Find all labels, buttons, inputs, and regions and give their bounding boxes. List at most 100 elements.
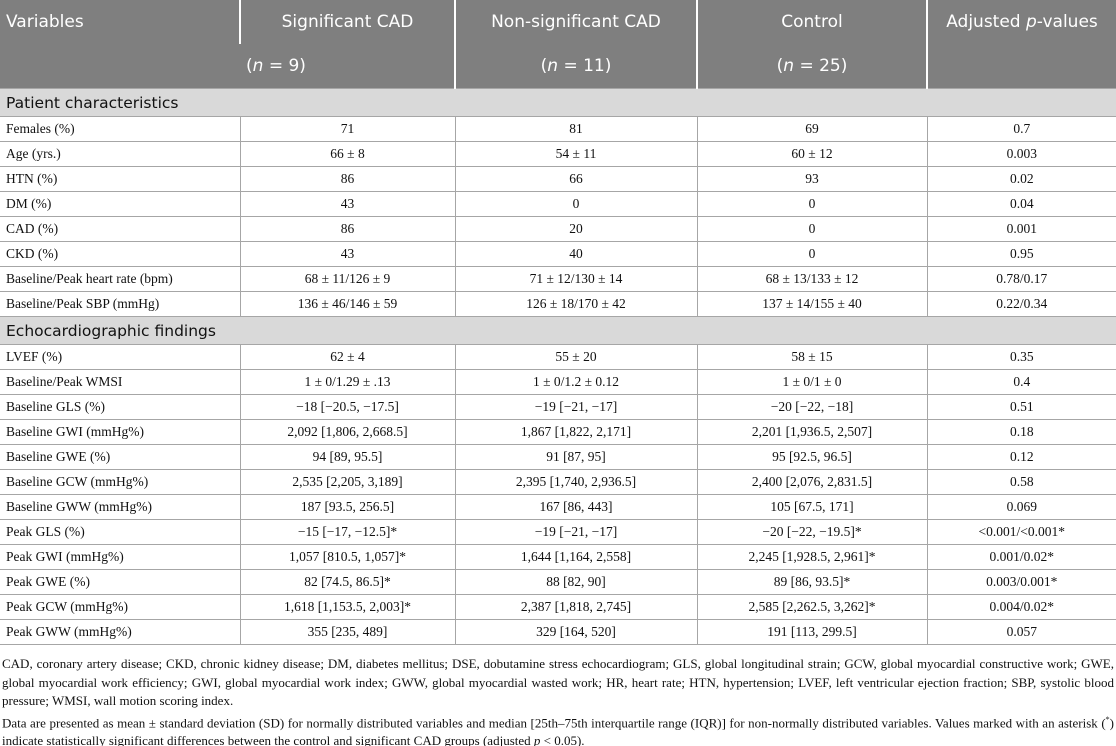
data-row: Peak GWW (mmHg%) 355 [235, 489] 329 [164, … [0,619,1116,645]
text-part: ( [246,56,253,76]
cell: HTN (%) [0,166,241,192]
cell: DM (%) [0,191,241,217]
cell: Age (yrs.) [0,141,241,167]
text-part: Significant CAD [281,12,414,32]
cell: 68 ± 11/126 ± 9 [239,266,456,292]
text-part: < 0.05). [540,733,585,746]
cell: Baseline/Peak SBP (mmHg) [0,291,241,317]
data-row: Baseline GCW (mmHg%) 2,535 [2,205, 3,189]… [0,469,1116,495]
header-cell: Control [696,0,927,44]
cell: 2,245 [1,928.5, 2,961]* [696,544,928,570]
section-title: Echocardiographic findings [0,316,1116,345]
cell: 1 ± 0/1 ± 0 [696,369,928,395]
cell: 0 [696,191,928,217]
text-part: Control [781,12,843,32]
cell: 191 [113, 299.5] [696,619,928,645]
cell: 105 [67.5, 171] [696,494,928,520]
cell: 89 [86, 93.5]* [696,569,928,595]
cell: 137 ± 14/155 ± 40 [696,291,928,317]
cell: 0.18 [926,419,1116,445]
data-row: DM (%) 43 0 0 0.04 [0,191,1116,217]
cell: Females (%) [0,116,241,142]
data-row: Peak GWI (mmHg%) 1,057 [810.5, 1,057]* 1,6… [0,544,1116,570]
cell: 1,618 [1,153.5, 2,003]* [239,594,456,620]
cell: 0.04 [926,191,1116,217]
cell: 20 [454,216,698,242]
cell: Baseline GWW (mmHg%) [0,494,241,520]
cell: 71 ± 12/130 ± 14 [454,266,698,292]
cell: 0.02 [926,166,1116,192]
cell: 82 [74.5, 86.5]* [239,569,456,595]
cell: −19 [−21, −17] [454,519,698,545]
data-row: Peak GWE (%) 82 [74.5, 86.5]* 88 [82, 90] 8… [0,569,1116,595]
cell: 66 ± 8 [239,141,456,167]
cell: <0.001/<0.001* [926,519,1116,545]
cell: 0.001 [926,216,1116,242]
cell: 62 ± 4 [239,344,456,370]
styled-text: n [783,56,795,76]
cell: Baseline/Peak heart rate (bpm) [0,266,241,292]
cell: 55 ± 20 [454,344,698,370]
text-part: Non-significant CAD [491,12,661,32]
cell: 0.069 [926,494,1116,520]
cell: 0.51 [926,394,1116,420]
cell: Baseline GWI (mmHg%) [0,419,241,445]
cell: 93 [696,166,928,192]
footnotes: CAD, coronary artery disease; CKD, chron… [2,655,1114,746]
cell: 68 ± 13/133 ± 12 [696,266,928,292]
header-cell: Variables [0,0,240,89]
cell: 355 [235, 489] [239,619,456,645]
cell: 71 [239,116,456,142]
cell: 1,057 [810.5, 1,057]* [239,544,456,570]
data-table: Variables Significant CAD Non-significant … [0,0,1116,645]
cell: 2,535 [2,205, 3,189] [239,469,456,495]
text-part: ( [776,56,784,76]
cell: 329 [164, 520] [454,619,698,645]
text-part: ) indicate statistically significant dif… [2,714,1114,746]
cell: 81 [454,116,698,142]
header-row: Variables Significant CAD Non-significant … [0,0,1116,89]
cell: Peak GWE (%) [0,569,241,595]
text-part: Data are presented as mean ± standard de… [2,714,1106,730]
cell: 0.4 [926,369,1116,395]
cell: −20 [−22, −18] [696,394,928,420]
subheader-cell: (n = 11) [454,44,697,89]
data-row: Baseline/Peak heart rate (bpm) 68 ± 11/12… [0,266,1116,292]
cell: 136 ± 46/146 ± 59 [239,291,456,317]
data-row: Baseline GWW (mmHg%) 187 [93.5, 256.5] 167… [0,494,1116,520]
styled-text: p [1026,12,1037,32]
data-row: HTN (%) 86 66 93 0.02 [0,166,1116,192]
cell: 0 [696,241,928,267]
cell: CAD (%) [0,216,241,242]
cell: 0.004/0.02* [926,594,1116,620]
section-row: Echocardiographic findings [0,316,1116,345]
cell: 1,867 [1,822, 2,171] [454,419,698,445]
data-row: Baseline GWI (mmHg%) 2,092 [1,806, 2,668.… [0,419,1116,445]
cell: −19 [−21, −17] [454,394,698,420]
cell: 0.057 [926,619,1116,645]
data-row: Baseline/Peak WMSI 1 ± 0/1.29 ± .13 1 ± 0/… [0,369,1116,395]
data-row: Females (%) 71 81 69 0.7 [0,116,1116,142]
cell: 126 ± 18/170 ± 42 [454,291,698,317]
data-row: LVEF (%) 62 ± 4 55 ± 20 58 ± 15 0.35 [0,344,1116,370]
cell: 0.003 [926,141,1116,167]
cell: 0.95 [926,241,1116,267]
styled-text: n [547,56,559,76]
cell: 43 [239,191,456,217]
cell: 2,201 [1,936.5, 2,507] [696,419,928,445]
text-part: = 25) [794,56,848,76]
cell: Peak GLS (%) [0,519,241,545]
cell: 2,585 [2,262.5, 3,262]* [696,594,928,620]
cell: 54 ± 11 [454,141,698,167]
cell: Peak GCW (mmHg%) [0,594,241,620]
cell: 0.12 [926,444,1116,470]
cell: 187 [93.5, 256.5] [239,494,456,520]
data-row: Baseline/Peak SBP (mmHg) 136 ± 46/146 ± 5… [0,291,1116,317]
cell: −15 [−17, −12.5]* [239,519,456,545]
text-part: = 11) [558,56,612,76]
cell: −20 [−22, −19.5]* [696,519,928,545]
cell: 86 [239,216,456,242]
cell: 1 ± 0/1.2 ± 0.12 [454,369,698,395]
cell: 1 ± 0/1.29 ± .13 [239,369,456,395]
